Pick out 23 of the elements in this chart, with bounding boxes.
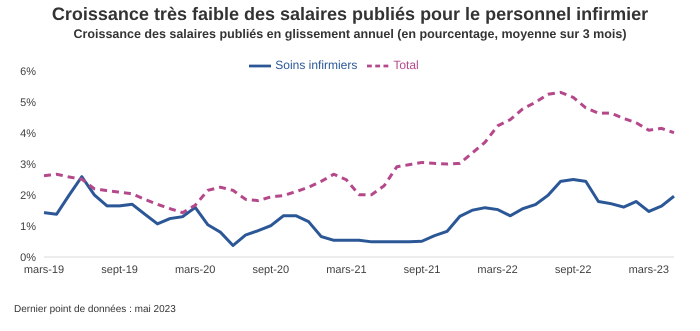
x-tick-label: sept-20 [252, 264, 290, 276]
line-series [42, 90, 676, 214]
x-tick-label: mars-22 [477, 264, 518, 276]
y-tick-label: 3% [20, 158, 36, 171]
y-tick-label: 0% [20, 252, 36, 264]
text: Dernier point de données : mai 2023 [14, 304, 176, 315]
x-tick-label: mars-19 [24, 264, 64, 276]
x-tick-label: mars-23 [628, 264, 669, 276]
x-tick-label: mars-21 [326, 264, 367, 276]
y-tick-label: 2% [20, 190, 36, 202]
y-tick-label: 6% [20, 66, 36, 78]
legend-label: Soins infirmiers [275, 58, 358, 72]
chart-title: Croissance très faible des salaires publiés pour le personnel infirmier [50, 4, 650, 25]
x-tick-label: mars-20 [175, 264, 216, 276]
y-tick-label: 1% [20, 220, 36, 233]
chart-subtitle: Croissance des salaires publiés en glissement annuel (en pourcentage, moyenne sur 3 mois) [72, 27, 628, 41]
legend-label: Total [393, 58, 419, 72]
x-tick-label: sept-22 [554, 264, 592, 276]
y-tick-label: 5% [20, 96, 36, 109]
y-tick-label: 4% [20, 128, 36, 140]
x-tick-label: sept-21 [404, 264, 440, 276]
x-tick-label: sept-19 [101, 264, 138, 276]
line-series [42, 175, 676, 248]
